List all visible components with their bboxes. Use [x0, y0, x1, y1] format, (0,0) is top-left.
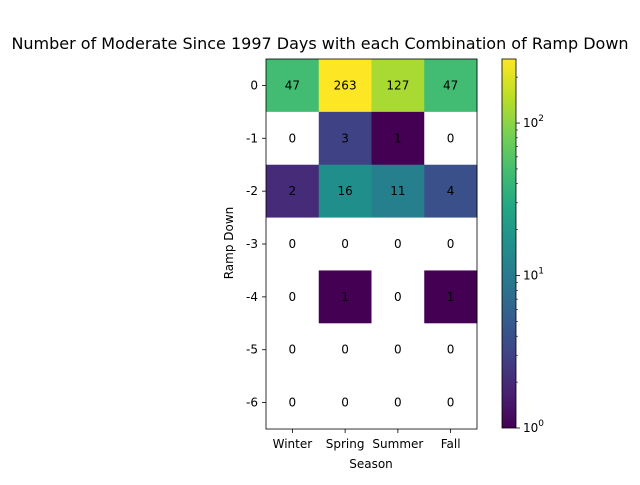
heatmap-cell	[371, 164, 425, 219]
x-tick-label: Winter	[273, 437, 313, 451]
cell-value-label: 263	[334, 78, 357, 92]
heatmap-cell	[424, 164, 478, 219]
heatmap-cell	[318, 323, 372, 377]
cell-value-label: 1	[341, 290, 349, 304]
heatmap-cell	[371, 270, 425, 324]
colorbar: 100 101 102	[501, 58, 544, 435]
heatmap-cell	[266, 376, 320, 430]
x-axis-ticks: Winter Spring Summer Fall	[273, 429, 461, 451]
y-tick-label: -2	[246, 184, 258, 198]
cell-value-label: 0	[447, 343, 455, 357]
heatmap-cell	[318, 111, 372, 166]
cell-value-label: 0	[289, 237, 297, 251]
cell-value-label: 0	[447, 131, 455, 145]
cell-value-label: 47	[285, 78, 300, 92]
chart-title: Number of Moderate Since 1997 Days with …	[11, 34, 628, 53]
heatmap-cell	[371, 111, 425, 166]
y-tick-label: -4	[246, 290, 258, 304]
cell-value-label: 0	[289, 290, 297, 304]
cell-value-label: 4	[447, 184, 455, 198]
heatmap-cell	[371, 59, 425, 113]
cell-value-label: 0	[289, 343, 297, 357]
cell-value-label: 0	[341, 396, 349, 410]
y-tick-label: -3	[246, 237, 258, 251]
x-tick-label: Summer	[372, 437, 423, 451]
cell-value-label: 2	[289, 184, 297, 198]
cell-value-label: 11	[390, 184, 405, 198]
x-axis-label: Season	[349, 457, 393, 471]
heatmap-cell	[266, 59, 320, 113]
colorbar-gradient	[501, 58, 517, 429]
heatmap-cell	[371, 217, 425, 271]
cell-value-label: 0	[394, 396, 402, 410]
heatmap-cell-labels: 47 263 127 47 0 3 1 0 2 16 11 4 0 0 0 0 0 1 0 1 0 0 0 0 0 0 0 0	[285, 78, 459, 409]
cell-value-label: 47	[443, 78, 458, 92]
cell-value-label: 16	[337, 184, 352, 198]
y-axis-ticks: 0 -1 -2 -3 -4 -5 -6	[246, 78, 266, 410]
colorbar-tick-label: 101	[523, 267, 544, 283]
colorbar-tick-label: 102	[523, 114, 544, 130]
heatmap-cell	[424, 59, 478, 113]
cell-value-label: 0	[289, 131, 297, 145]
heatmap-cell	[266, 164, 320, 219]
y-tick-label: -5	[246, 343, 258, 357]
cell-value-label: 0	[394, 290, 402, 304]
heatmap-cell	[424, 111, 478, 166]
heatmap-cell	[424, 270, 478, 324]
heatmap-cell	[266, 111, 320, 166]
cell-value-label: 0	[394, 237, 402, 251]
x-tick-label: Fall	[441, 437, 461, 451]
heatmap-cell	[371, 323, 425, 377]
heatmap-cell	[424, 323, 478, 377]
heatmap-cells	[266, 59, 478, 430]
heatmap-cell	[318, 164, 372, 219]
heatmap-cell	[318, 59, 372, 113]
cell-value-label: 0	[341, 343, 349, 357]
heatmap-cell	[266, 323, 320, 377]
y-tick-label: 0	[250, 78, 258, 92]
colorbar-tick-label: 100	[523, 419, 544, 435]
heatmap-cell	[266, 217, 320, 271]
cell-value-label: 1	[394, 131, 402, 145]
heatmap-cell	[424, 217, 478, 271]
cell-value-label: 1	[447, 290, 455, 304]
cell-value-label: 0	[289, 396, 297, 410]
cell-value-label: 3	[341, 131, 349, 145]
heatmap-cell	[318, 270, 372, 324]
x-tick-label: Spring	[326, 437, 365, 451]
y-tick-label: -1	[246, 131, 258, 145]
heatmap-cell	[371, 376, 425, 430]
heatmap-cell	[266, 270, 320, 324]
cell-value-label: 0	[394, 343, 402, 357]
heatmap-cell	[318, 217, 372, 271]
heatmap-cell	[318, 376, 372, 430]
cell-value-label: 0	[341, 237, 349, 251]
heatmap-cell	[424, 376, 478, 430]
y-tick-label: -6	[246, 396, 258, 410]
cell-value-label: 0	[447, 237, 455, 251]
y-axis-label: Ramp Down	[222, 207, 236, 280]
cell-value-label: 0	[447, 396, 455, 410]
cell-value-label: 127	[386, 78, 409, 92]
